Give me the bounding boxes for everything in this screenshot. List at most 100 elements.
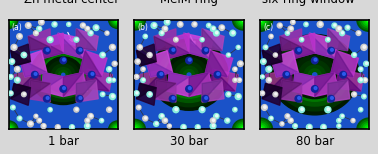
Ellipse shape [310, 71, 319, 79]
Circle shape [71, 126, 74, 128]
Text: (b): (b) [138, 23, 149, 32]
Ellipse shape [308, 69, 321, 80]
Circle shape [317, 21, 323, 27]
Circle shape [195, 125, 200, 130]
Circle shape [360, 68, 362, 70]
Polygon shape [202, 29, 222, 51]
Circle shape [337, 118, 341, 123]
Ellipse shape [50, 62, 77, 87]
Ellipse shape [180, 66, 198, 83]
Ellipse shape [253, 14, 267, 26]
Ellipse shape [5, 17, 12, 23]
Ellipse shape [236, 13, 251, 27]
Circle shape [35, 32, 37, 34]
Circle shape [47, 37, 53, 43]
Circle shape [238, 46, 240, 48]
Polygon shape [211, 69, 235, 91]
Circle shape [194, 23, 196, 25]
Circle shape [43, 47, 50, 54]
Circle shape [219, 25, 225, 30]
Circle shape [269, 34, 273, 38]
Ellipse shape [51, 64, 75, 85]
Circle shape [143, 34, 147, 38]
Circle shape [206, 23, 211, 28]
Circle shape [360, 108, 362, 110]
Ellipse shape [125, 12, 144, 28]
Circle shape [79, 97, 82, 99]
Circle shape [173, 107, 179, 113]
Ellipse shape [313, 73, 317, 77]
Circle shape [221, 26, 223, 28]
Circle shape [295, 95, 302, 102]
Polygon shape [85, 69, 113, 91]
Ellipse shape [166, 53, 212, 96]
Circle shape [358, 67, 363, 71]
Circle shape [240, 62, 242, 65]
Ellipse shape [130, 16, 139, 24]
Ellipse shape [368, 19, 371, 21]
Circle shape [34, 114, 38, 118]
Circle shape [351, 119, 355, 123]
Ellipse shape [150, 39, 228, 110]
Circle shape [192, 22, 197, 27]
Circle shape [352, 92, 356, 97]
Circle shape [342, 73, 345, 75]
Circle shape [215, 115, 218, 117]
Circle shape [341, 32, 344, 34]
Circle shape [238, 61, 243, 67]
Circle shape [336, 26, 342, 32]
Circle shape [338, 119, 340, 121]
Circle shape [37, 26, 42, 31]
Circle shape [39, 27, 41, 29]
Circle shape [134, 91, 139, 96]
Circle shape [263, 45, 268, 50]
Ellipse shape [236, 122, 251, 136]
Polygon shape [58, 33, 87, 58]
Circle shape [275, 54, 277, 55]
Circle shape [164, 19, 170, 25]
Circle shape [201, 108, 204, 111]
Polygon shape [14, 69, 41, 91]
Circle shape [17, 67, 19, 70]
Ellipse shape [299, 60, 330, 89]
Circle shape [167, 124, 171, 128]
Ellipse shape [5, 126, 12, 133]
Circle shape [233, 67, 237, 71]
Circle shape [197, 126, 199, 128]
Circle shape [266, 78, 271, 83]
Ellipse shape [115, 126, 121, 133]
Polygon shape [189, 73, 209, 97]
Circle shape [299, 107, 305, 113]
Circle shape [226, 53, 230, 57]
Polygon shape [262, 83, 282, 99]
Polygon shape [328, 80, 347, 102]
Ellipse shape [232, 119, 255, 139]
Circle shape [175, 38, 177, 40]
Circle shape [234, 108, 236, 110]
Circle shape [215, 31, 218, 34]
Polygon shape [202, 80, 222, 102]
Ellipse shape [294, 56, 336, 94]
Polygon shape [28, 29, 50, 51]
Polygon shape [211, 69, 238, 91]
Circle shape [11, 60, 14, 62]
Circle shape [22, 92, 26, 97]
Circle shape [290, 27, 292, 30]
Text: (c): (c) [263, 23, 274, 32]
Circle shape [298, 49, 301, 51]
Circle shape [273, 53, 277, 57]
Circle shape [85, 26, 90, 31]
Polygon shape [184, 33, 209, 58]
Circle shape [291, 20, 295, 24]
Circle shape [76, 108, 78, 110]
Polygon shape [11, 83, 31, 105]
Ellipse shape [183, 70, 195, 80]
Circle shape [28, 121, 33, 127]
Circle shape [236, 45, 240, 49]
Circle shape [159, 31, 164, 36]
Circle shape [102, 93, 104, 95]
Circle shape [228, 93, 230, 95]
Polygon shape [136, 51, 156, 66]
Circle shape [271, 35, 273, 37]
Circle shape [230, 30, 235, 36]
